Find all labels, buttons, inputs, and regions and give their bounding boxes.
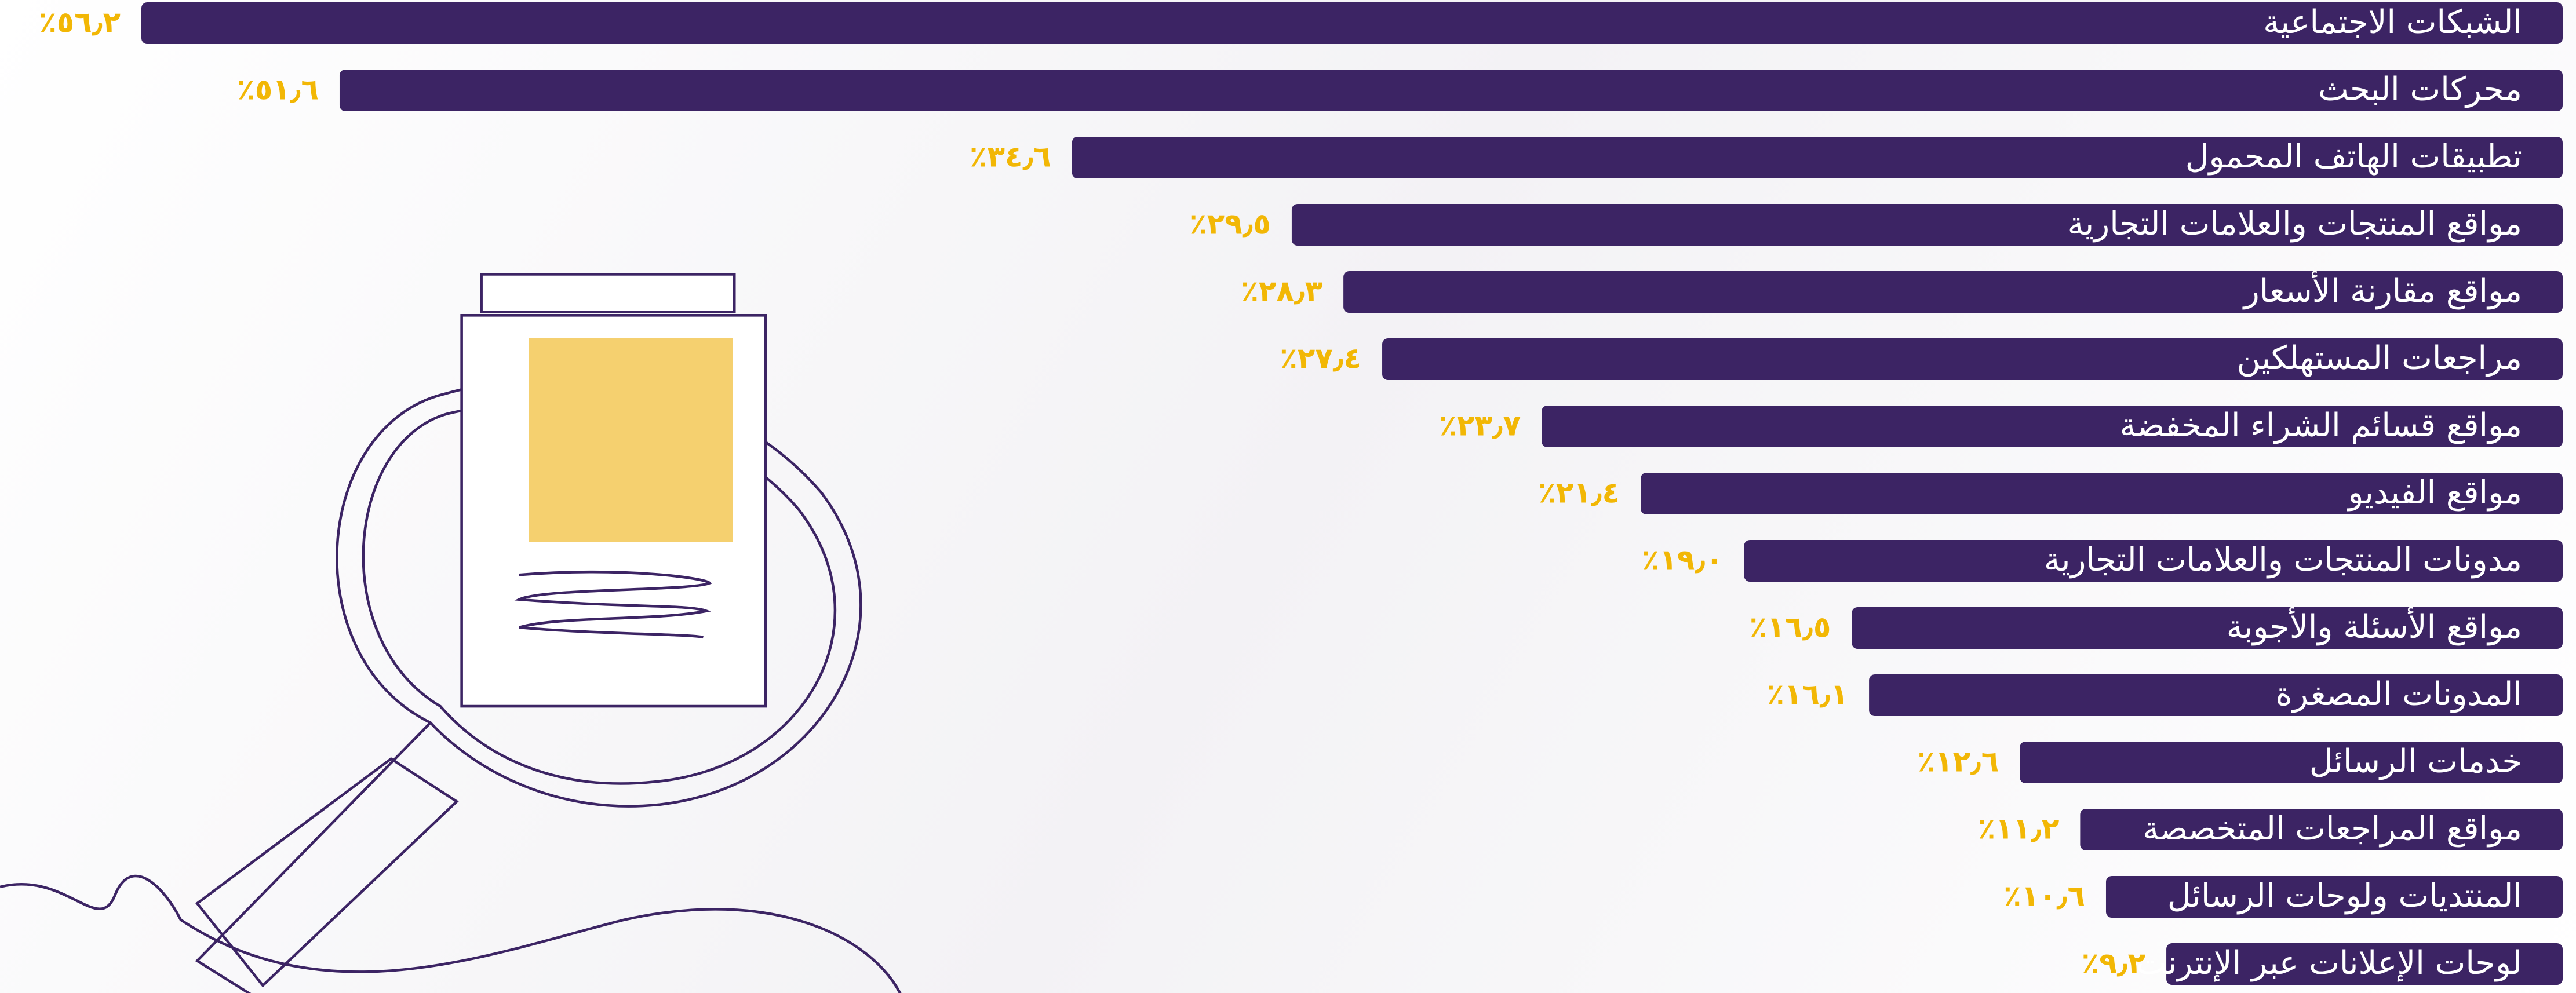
value-label: ٢٧٫٤٪ bbox=[1280, 342, 1361, 375]
category-label: الشبكات الاجتماعية bbox=[2263, 3, 2522, 41]
chart: الشبكات الاجتماعية ٥٦٫٢٪ محركات البحث ٥١٫٦٪… bbox=[0, 0, 2576, 993]
category-label: مراجعات المستهلكين bbox=[2237, 339, 2522, 377]
value-label: ٣٤٫٦٪ bbox=[970, 140, 1051, 174]
bar bbox=[340, 70, 2563, 111]
value-label: ١٠٫٦٪ bbox=[2003, 879, 2085, 913]
bar bbox=[141, 2, 2563, 44]
category-label: محركات البحث bbox=[2318, 71, 2522, 108]
category-label: تطبيقات الهاتف المحمول bbox=[2185, 138, 2522, 176]
value-label: ٢٣٫٧٪ bbox=[1439, 409, 1521, 443]
category-label: مواقع الأسئلة والأجوبة bbox=[2227, 607, 2522, 646]
magnifier-illustration bbox=[0, 274, 901, 993]
value-label: ٥٦٫٢٪ bbox=[39, 6, 121, 39]
value-label: ١٢٫٦٪ bbox=[1918, 745, 1999, 779]
category-label: مواقع مقارنة الأسعار bbox=[2242, 271, 2522, 310]
category-label: مدونات المنتجات والعلامات التجارية bbox=[2044, 541, 2522, 579]
value-label: ١٩٫٠٪ bbox=[1642, 543, 1724, 577]
category-label: خدمات الرسائل bbox=[2309, 743, 2522, 780]
value-label: ٢٩٫٥٪ bbox=[1189, 207, 1271, 241]
category-label: مواقع الفيديو bbox=[2346, 474, 2522, 512]
value-label: ٩٫٢٪ bbox=[2082, 947, 2145, 980]
category-label: مواقع المراجعات المتخصصة bbox=[2143, 810, 2522, 848]
value-label: ١١٫٢٪ bbox=[1978, 812, 2060, 846]
category-label: مواقع المنتجات والعلامات التجارية bbox=[2068, 205, 2522, 243]
value-label: ٥١٫٦٪ bbox=[237, 73, 319, 107]
category-label: مواقع قسائم الشراء المخفضة bbox=[2119, 407, 2522, 444]
category-label: المدونات المصغرة bbox=[2276, 676, 2522, 713]
category-label: لوحات الإعلانات عبر الإنترنت bbox=[2136, 944, 2522, 982]
category-label: المنتديات ولوحات الرسائل bbox=[2167, 877, 2522, 915]
value-label: ١٦٫١٪ bbox=[1766, 678, 1848, 711]
value-label: ٢٨٫٣٪ bbox=[1241, 275, 1322, 308]
value-label: ١٦٫٥٪ bbox=[1750, 611, 1831, 644]
value-label: ٢١٫٤٪ bbox=[1538, 476, 1620, 510]
